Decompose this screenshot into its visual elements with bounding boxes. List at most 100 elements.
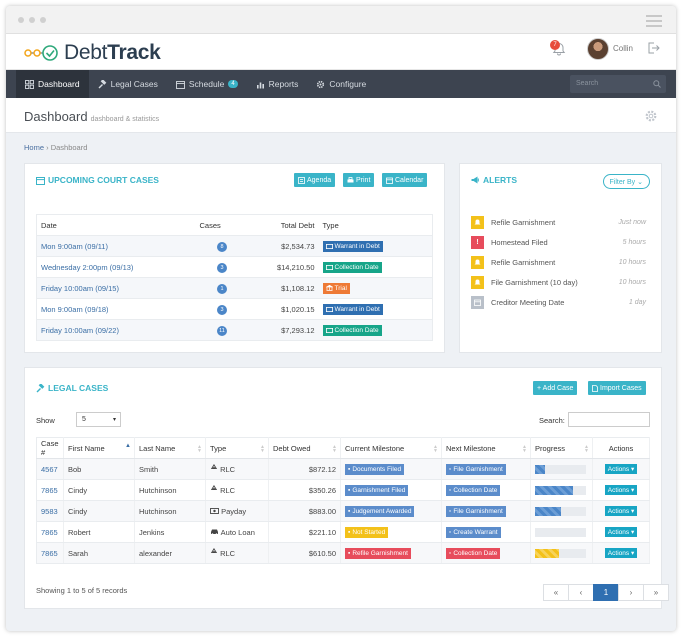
court-date[interactable]: Mon 9:00am (09/18) (36, 298, 196, 320)
col-date[interactable]: Date (36, 214, 196, 236)
total-debt: $7,293.12 (248, 319, 319, 341)
table-row[interactable]: Friday 10:00am (09/22) 11 $7,293.12 Coll… (36, 319, 433, 341)
alert-item[interactable]: File Garnishment (10 day) 10 hours (471, 275, 646, 289)
milestone-icon: ▪ (348, 486, 351, 494)
chart-icon (256, 82, 264, 88)
table-search-input[interactable] (568, 412, 650, 427)
table-row[interactable]: 7865 Cindy Hutchinson RLC $350.26 ▪ Garnishme… (36, 479, 650, 501)
table-row[interactable]: 9583 Cindy Hutchinson Payday $883.00 ▪ Judgem… (36, 500, 650, 522)
table-row[interactable]: Mon 9:00am (09/18) 3 $1,020.15 Warrant i… (36, 298, 433, 320)
file-icon: ▫ (449, 507, 452, 515)
progress-fill (535, 464, 546, 474)
page-last[interactable]: » (643, 584, 669, 601)
col-cases[interactable]: Cases (195, 214, 249, 236)
user-name[interactable]: Collin (613, 44, 634, 53)
menu-icon[interactable] (646, 15, 662, 30)
col-last-name[interactable]: Last Name ▲ ▼ (134, 437, 206, 459)
col-total-debt[interactable]: Total Debt (248, 214, 319, 236)
car-icon (210, 528, 219, 537)
actions-dropdown[interactable]: Actions ▾ (604, 527, 638, 537)
col-first-name[interactable]: First Name ▲ (63, 437, 135, 459)
col-type[interactable]: Type (318, 214, 433, 236)
page-1[interactable]: 1 (593, 584, 619, 601)
alert-item[interactable]: ! Homestead Filed 5 hours (471, 235, 646, 249)
actions-dropdown[interactable]: Actions ▾ (604, 548, 638, 558)
table-row[interactable]: 7865 Robert Jenkins Auto Loan $221.10 ▪ Not S… (36, 521, 650, 543)
next-milestone-tag[interactable]: ▫ File Garnishment (446, 505, 506, 517)
actions-dropdown[interactable]: Actions ▾ (604, 506, 638, 516)
nav-configure[interactable]: Configure (307, 70, 375, 98)
logout-icon[interactable] (646, 41, 660, 55)
sort-icon: ▲ ▼ (197, 444, 202, 454)
agenda-button[interactable]: Agenda (294, 173, 336, 187)
case-type: RLC (220, 486, 236, 495)
recycle-icon (210, 484, 218, 495)
court-date[interactable]: Mon 9:00am (09/11) (36, 235, 196, 257)
court-date[interactable]: Wednesday 2:00pm (09/13) (36, 256, 196, 278)
alert-item[interactable]: Refile Garnishment Just now (471, 215, 646, 229)
total-debt: $1,108.12 (248, 277, 319, 299)
table-row[interactable]: 4567 Bob Smith RLC $872.12 ▪ Documents Filed ▫… (36, 458, 650, 480)
nav-dashboard[interactable]: Dashboard (16, 70, 89, 98)
settings-gear-icon[interactable] (644, 109, 658, 123)
print-button[interactable]: Print (343, 173, 375, 187)
case-number-link[interactable]: 7865 (36, 479, 64, 501)
case-number-link[interactable]: 7865 (36, 521, 64, 543)
court-date[interactable]: Friday 10:00am (09/15) (36, 277, 196, 299)
money-icon (325, 327, 333, 333)
current-milestone-tag[interactable]: ▪ Refile Garnishment (345, 547, 411, 559)
col-debt-owed[interactable]: Debt Owed ▲ ▼ (268, 437, 341, 459)
table-row[interactable]: Mon 9:00am (09/11) 8 $2,534.73 Warrant i… (36, 235, 433, 257)
nav-schedule[interactable]: Schedule 4 (167, 70, 247, 98)
next-milestone-tag[interactable]: ▫ Create Warrant (446, 526, 501, 538)
current-milestone-tag[interactable]: ▪ Documents Filed (345, 463, 405, 475)
page-first[interactable]: « (543, 584, 569, 601)
avatar[interactable] (587, 38, 609, 60)
import-cases-button[interactable]: Import Cases (588, 381, 646, 395)
case-number-link[interactable]: 4567 (36, 458, 64, 480)
bell-icon (471, 215, 484, 229)
nav-search-input[interactable]: Search (570, 75, 666, 93)
logo[interactable]: DebtTrack (24, 41, 161, 65)
case-number-link[interactable]: 9583 (36, 500, 64, 522)
actions-dropdown[interactable]: Actions ▾ (604, 485, 638, 495)
page-header: Dashboard dashboard & statistics (6, 98, 676, 133)
court-date[interactable]: Friday 10:00am (09/22) (36, 319, 196, 341)
current-milestone-tag[interactable]: ▪ Not Started (345, 526, 389, 538)
debt-owed: $221.10 (268, 521, 341, 543)
col-case-number[interactable]: Case # (36, 437, 64, 459)
next-milestone-tag[interactable]: ▫ File Garnishment (446, 463, 506, 475)
page-next[interactable]: › (618, 584, 644, 601)
type-tag: Collection Date (322, 324, 382, 336)
show-entries-select[interactable]: 5 ▾ (76, 412, 121, 427)
next-milestone-tag[interactable]: ▫ Collection Date (446, 547, 501, 559)
col-progress[interactable]: Progress ▲ ▼ (530, 437, 593, 459)
dashboard-icon (25, 79, 34, 89)
table-row[interactable]: 7865 Sarah alexander RLC $610.50 ▪ Refile Gar… (36, 542, 650, 564)
table-row[interactable]: Friday 10:00am (09/15) 1 $1,108.12 Trial (36, 277, 433, 299)
current-milestone-tag[interactable]: ▪ Garnishment Filed (345, 484, 409, 496)
col-next-milestone[interactable]: Next Milestone ▲ ▼ (441, 437, 531, 459)
actions-dropdown[interactable]: Actions ▾ (604, 464, 638, 474)
case-number-link[interactable]: 7865 (36, 542, 64, 564)
calendar-button[interactable]: Calendar (382, 173, 428, 187)
next-milestone-tag[interactable]: ▫ Collection Date (446, 484, 501, 496)
add-case-button[interactable]: + Add Case (533, 381, 578, 395)
nav-legal-cases[interactable]: Legal Cases (89, 70, 167, 98)
col-type[interactable]: Type ▲ ▼ (205, 437, 269, 459)
page-prev[interactable]: ‹ (568, 584, 594, 601)
alert-item[interactable]: Creditor Meeting Date 1 day (471, 295, 646, 309)
breadcrumb-home[interactable]: Home (24, 143, 45, 152)
filter-by-dropdown[interactable]: Filter By ⌄ (602, 174, 650, 189)
type-tag: Warrant in Debt (322, 240, 383, 252)
current-milestone-tag[interactable]: ▪ Judgement Awarded (345, 505, 415, 517)
progress-fill (535, 485, 574, 495)
alert-item[interactable]: Refile Garnishment 10 hours (471, 255, 646, 269)
milestone-icon: ▪ (348, 465, 351, 473)
table-row[interactable]: Wednesday 2:00pm (09/13) 3 $14,210.50 Co… (36, 256, 433, 278)
cases-count-badge: 3 (217, 262, 227, 273)
pagination: « ‹ 1 › » (543, 584, 669, 601)
nav-reports[interactable]: Reports (247, 70, 308, 98)
exclamation-icon: ! (471, 235, 484, 249)
col-current-milestone[interactable]: Current Milestone ▲ ▼ (340, 437, 442, 459)
